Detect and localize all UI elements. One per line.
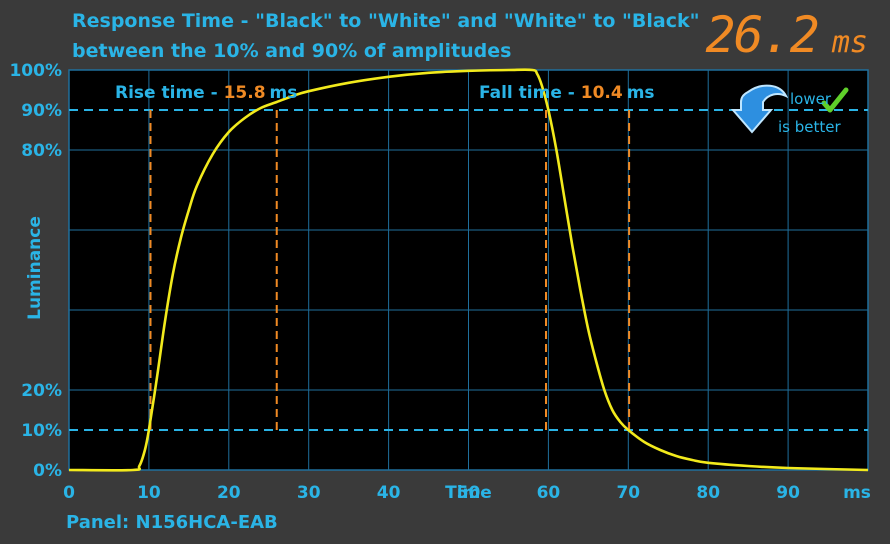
- y-tick-label: 90%: [21, 101, 62, 121]
- rise-time-unit: ms: [270, 83, 298, 103]
- y-tick-label: 80%: [21, 141, 62, 161]
- y-axis-label: Luminance: [25, 216, 45, 320]
- total-value: 26.2: [705, 6, 819, 64]
- total-unit: ms: [831, 25, 868, 60]
- fall-time-unit: ms: [627, 83, 655, 103]
- y-tick-label: 10%: [21, 421, 62, 441]
- chart-subtitle: between the 10% and 90% of amplitudes: [72, 40, 512, 62]
- total-response-time: 26.2 ms: [705, 6, 868, 64]
- luminance-curve: [68, 68, 869, 472]
- fall-time-value: 10.4: [581, 83, 623, 103]
- x-tick-label: 40: [377, 483, 401, 503]
- y-tick-label: 0%: [33, 461, 62, 481]
- fall-time-label: Fall time -: [479, 83, 581, 103]
- x-tick-labels: 0 10 20 30 40 50 60 70 80 90: [63, 483, 800, 503]
- rise-time-value: 15.8: [224, 83, 266, 103]
- x-axis-label: Time: [445, 483, 492, 503]
- rise-time-label: Rise time -: [115, 83, 224, 103]
- rise-time-annotation: Rise time - 15.8 ms: [115, 83, 297, 103]
- x-tick-label: 60: [537, 483, 561, 503]
- x-tick-label: 80: [696, 483, 720, 503]
- x-axis-unit: ms: [843, 483, 871, 503]
- x-tick-label: 70: [616, 483, 640, 503]
- down-arrow-icon: [730, 84, 789, 134]
- x-tick-label: 90: [776, 483, 800, 503]
- badge-line2: is better: [778, 118, 841, 136]
- y-tick-label: 20%: [21, 381, 62, 401]
- x-tick-label: 10: [137, 483, 161, 503]
- time-markers: [149, 110, 631, 430]
- fall-time-annotation: Fall time - 10.4 ms: [479, 83, 655, 103]
- grid-lines: [69, 70, 868, 470]
- badge-line1: lower: [790, 90, 832, 108]
- y-tick-label: 100%: [9, 61, 62, 81]
- y-tick-labels: 0% 10% 20% 80% 90% 100%: [9, 61, 62, 481]
- x-tick-label: 20: [217, 483, 241, 503]
- panel-model: Panel: N156HCA-EAB: [66, 512, 278, 533]
- chart-title: Response Time - "Black" to "White" and "…: [72, 10, 700, 32]
- x-tick-label: 30: [297, 483, 321, 503]
- checkmark-icon: [821, 87, 849, 113]
- lower-is-better-badge: lower is better: [730, 84, 849, 136]
- x-tick-label: 0: [63, 483, 75, 503]
- x-tick-label: 50: [457, 483, 481, 503]
